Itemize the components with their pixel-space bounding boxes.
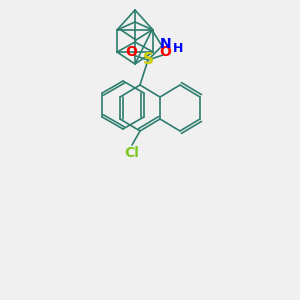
Text: N: N bbox=[160, 37, 172, 51]
Text: H: H bbox=[173, 41, 183, 55]
Text: Cl: Cl bbox=[124, 146, 140, 160]
Text: S: S bbox=[142, 52, 154, 68]
Text: O: O bbox=[159, 45, 171, 59]
Text: O: O bbox=[125, 45, 137, 59]
